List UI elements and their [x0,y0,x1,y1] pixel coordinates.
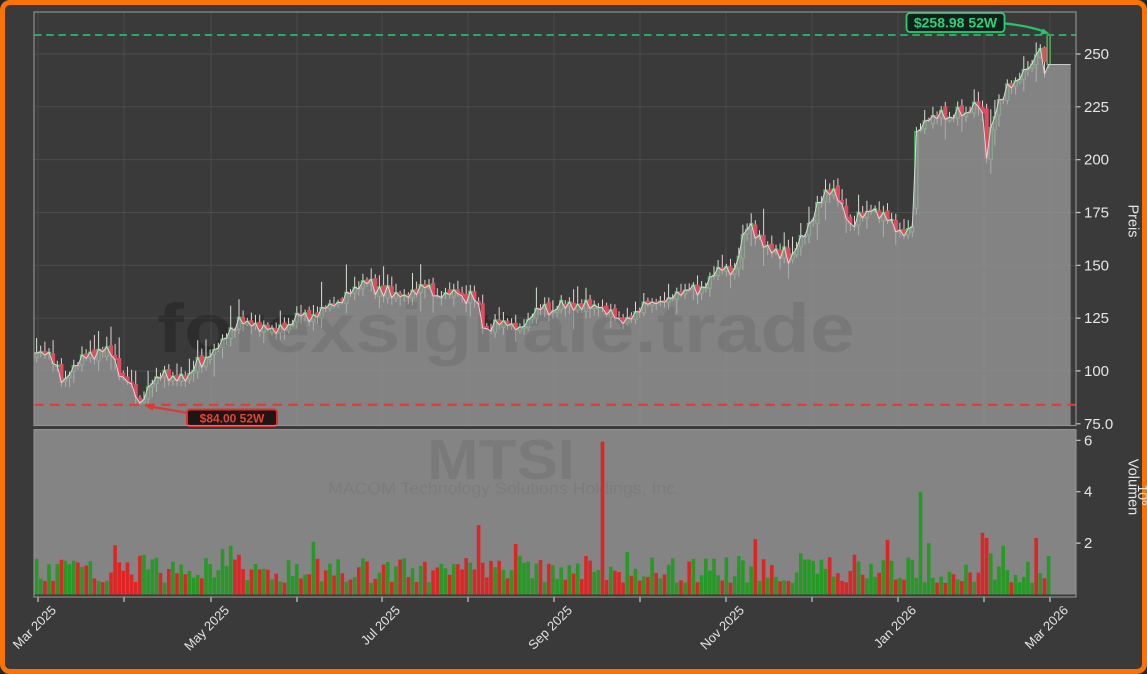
svg-text:$258.98 52W: $258.98 52W [914,15,998,31]
svg-text:225: 225 [1084,99,1109,116]
svg-text:MTSI: MTSI [427,428,575,492]
svg-text:Mar 2026: Mar 2026 [1022,603,1071,652]
svg-text:200: 200 [1084,152,1109,169]
svg-text:250: 250 [1084,46,1109,63]
svg-text:125: 125 [1084,310,1109,327]
svg-text:75.0: 75.0 [1084,416,1113,433]
svg-text:Sep 2025: Sep 2025 [525,603,575,653]
svg-text:175: 175 [1084,205,1109,222]
svg-text:2: 2 [1084,535,1092,552]
svg-text:MACOM Technology Solutions Hol: MACOM Technology Solutions Holdings, Inc… [328,480,680,498]
svg-text:$84.00 52W: $84.00 52W [200,411,265,425]
svg-text:6: 6 [1084,432,1092,449]
svg-text:Jan 2026: Jan 2026 [871,603,919,651]
svg-text:100: 100 [1084,363,1109,380]
svg-text:May 2025: May 2025 [181,603,232,654]
svg-text:150: 150 [1084,257,1109,274]
svg-text:Preis: Preis [1125,204,1141,237]
svg-text:Nov 2025: Nov 2025 [697,603,747,653]
svg-text:Mar 2025: Mar 2025 [10,603,59,652]
svg-text:4: 4 [1084,484,1092,501]
svg-text:Jul 2025: Jul 2025 [358,603,403,648]
svg-text:Volumen: Volumen [1125,459,1141,515]
